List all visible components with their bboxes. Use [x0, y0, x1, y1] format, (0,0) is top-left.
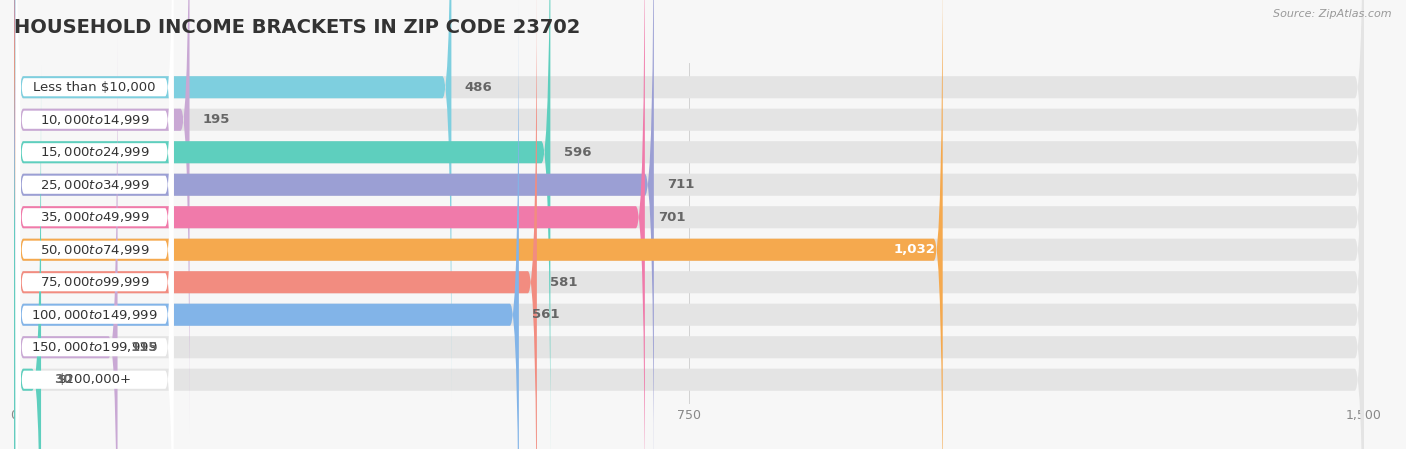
FancyBboxPatch shape [14, 0, 942, 449]
Text: 195: 195 [202, 113, 231, 126]
Text: $15,000 to $24,999: $15,000 to $24,999 [39, 145, 149, 159]
FancyBboxPatch shape [14, 66, 41, 449]
FancyBboxPatch shape [14, 66, 1364, 449]
FancyBboxPatch shape [14, 33, 1364, 449]
Text: 30: 30 [55, 373, 73, 386]
FancyBboxPatch shape [14, 0, 654, 449]
FancyBboxPatch shape [15, 31, 173, 449]
Text: 711: 711 [668, 178, 695, 191]
Text: 596: 596 [564, 146, 592, 159]
Text: Less than $10,000: Less than $10,000 [34, 81, 156, 94]
FancyBboxPatch shape [14, 0, 1364, 434]
FancyBboxPatch shape [14, 0, 1364, 449]
FancyBboxPatch shape [14, 33, 118, 449]
Text: Source: ZipAtlas.com: Source: ZipAtlas.com [1274, 9, 1392, 19]
Text: 701: 701 [658, 211, 686, 224]
FancyBboxPatch shape [15, 0, 173, 436]
Text: 486: 486 [465, 81, 492, 94]
Text: $200,000+: $200,000+ [58, 373, 132, 386]
FancyBboxPatch shape [15, 0, 173, 449]
FancyBboxPatch shape [14, 1, 519, 449]
FancyBboxPatch shape [14, 0, 1364, 449]
Text: $150,000 to $199,999: $150,000 to $199,999 [31, 340, 157, 354]
FancyBboxPatch shape [14, 0, 550, 449]
Text: $35,000 to $49,999: $35,000 to $49,999 [39, 210, 149, 224]
FancyBboxPatch shape [14, 0, 1364, 449]
Text: 115: 115 [131, 341, 159, 354]
FancyBboxPatch shape [15, 96, 173, 449]
FancyBboxPatch shape [14, 0, 537, 449]
Text: $50,000 to $74,999: $50,000 to $74,999 [39, 243, 149, 257]
FancyBboxPatch shape [14, 0, 190, 434]
Text: 581: 581 [550, 276, 578, 289]
Text: $25,000 to $34,999: $25,000 to $34,999 [39, 178, 149, 192]
FancyBboxPatch shape [14, 0, 1364, 449]
FancyBboxPatch shape [15, 0, 173, 449]
FancyBboxPatch shape [14, 0, 1364, 449]
FancyBboxPatch shape [15, 0, 173, 403]
FancyBboxPatch shape [14, 0, 645, 449]
Text: $100,000 to $149,999: $100,000 to $149,999 [31, 308, 157, 322]
FancyBboxPatch shape [15, 0, 173, 449]
FancyBboxPatch shape [14, 1, 1364, 449]
FancyBboxPatch shape [14, 0, 451, 401]
FancyBboxPatch shape [15, 64, 173, 449]
Text: HOUSEHOLD INCOME BRACKETS IN ZIP CODE 23702: HOUSEHOLD INCOME BRACKETS IN ZIP CODE 23… [14, 18, 581, 37]
FancyBboxPatch shape [14, 0, 1364, 401]
Text: $10,000 to $14,999: $10,000 to $14,999 [39, 113, 149, 127]
Text: 561: 561 [533, 308, 560, 321]
Text: $75,000 to $99,999: $75,000 to $99,999 [39, 275, 149, 289]
FancyBboxPatch shape [15, 0, 173, 449]
FancyBboxPatch shape [15, 0, 173, 371]
Text: 1,032: 1,032 [894, 243, 935, 256]
